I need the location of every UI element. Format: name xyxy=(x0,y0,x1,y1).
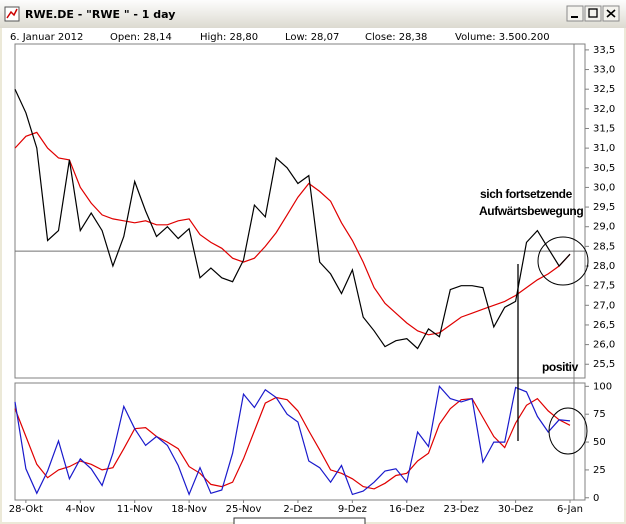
scrollbar[interactable] xyxy=(233,517,366,524)
y-tick-label: 27,5 xyxy=(593,281,615,292)
title-bar xyxy=(0,0,626,28)
plots: 25,5 26,0 26,5 27,0 27,5 28,0 28,5 29,0 29,5 30,0… xyxy=(9,45,615,515)
series-line xyxy=(14,88,571,350)
y-tick-label: 31,0 xyxy=(593,143,615,154)
annotation-circle xyxy=(537,236,589,286)
price-plot-frame xyxy=(14,43,586,379)
maximize-button[interactable] xyxy=(584,5,602,22)
y-tick-label: 29,0 xyxy=(593,222,615,233)
button-frame[interactable] xyxy=(566,5,584,22)
y-tick-label: 33,0 xyxy=(593,65,615,76)
series-line xyxy=(14,131,571,336)
info-field: Low: 28,07 xyxy=(285,32,339,43)
window-title: RWE.DE - "RWE " - 1 day xyxy=(25,8,175,21)
annotation: positiv xyxy=(542,360,579,374)
x-tick-label: 2-Dez xyxy=(283,504,312,515)
close-button[interactable] xyxy=(602,5,620,22)
y-tick-label: 33,5 xyxy=(593,45,615,56)
x-tick-label: 16-Dez xyxy=(389,504,424,515)
x-tick-label: 6-Jan xyxy=(557,504,583,515)
info-field: High: 28,80 xyxy=(200,32,258,43)
y-tick-label: 32,0 xyxy=(593,104,615,115)
info-field: Volume: 3.500.200 xyxy=(455,32,550,43)
y-tick-label: 75 xyxy=(593,409,606,420)
y-tick-label: 50 xyxy=(593,437,606,448)
info-field: Close: 28,38 xyxy=(365,32,427,43)
info-field: Open: 28,14 xyxy=(110,32,172,43)
y-tick-label: 29,5 xyxy=(593,202,615,213)
x-tick-label: 28-Okt xyxy=(9,504,43,515)
x-tick-label: 18-Nov xyxy=(171,504,207,515)
y-tick-label: 28,5 xyxy=(593,241,615,252)
y-tick-label: 0 xyxy=(593,493,599,504)
info-field: 6. Januar 2012 xyxy=(10,32,83,43)
y-tick-label: 26,5 xyxy=(593,320,615,331)
y-tick-label: 26,0 xyxy=(593,340,615,351)
button-glyph xyxy=(606,9,616,18)
annotation-circle xyxy=(548,407,588,455)
series-line xyxy=(14,384,571,497)
button-frame[interactable] xyxy=(584,5,602,22)
y-tick-label: 30,0 xyxy=(593,182,615,193)
app-icon-glyph xyxy=(6,8,18,19)
minimize-button[interactable] xyxy=(566,5,584,22)
y-tick-label: 28,0 xyxy=(593,261,615,272)
annotation: sich fortsetzende xyxy=(480,187,573,201)
info-bar: 6. Januar 2012 Open: 28,14 High: 28,80 Low:… xyxy=(10,32,550,43)
button-glyph xyxy=(588,8,598,18)
y-tick-label: 31,5 xyxy=(593,123,615,134)
y-tick-label: 25 xyxy=(593,465,606,476)
x-tick-label: 25-Nov xyxy=(226,504,262,515)
y-tick-label: 100 xyxy=(593,381,612,392)
x-tick-label: 30-Dez xyxy=(498,504,533,515)
y-tick-label: 25,5 xyxy=(593,359,615,370)
y-tick-label: 30,5 xyxy=(593,163,615,174)
x-tick-label: 4-Nov xyxy=(66,504,96,515)
x-tick-label: 9-Dez xyxy=(338,504,367,515)
x-tick-label: 11-Nov xyxy=(117,504,153,515)
annotation: Aufwärtsbewegung xyxy=(479,204,583,218)
y-tick-label: 32,5 xyxy=(593,84,615,95)
oscillator-plot-frame xyxy=(14,382,586,501)
x-tick-label: 23-Dez xyxy=(443,504,478,515)
y-tick-label: 27,0 xyxy=(593,300,615,311)
